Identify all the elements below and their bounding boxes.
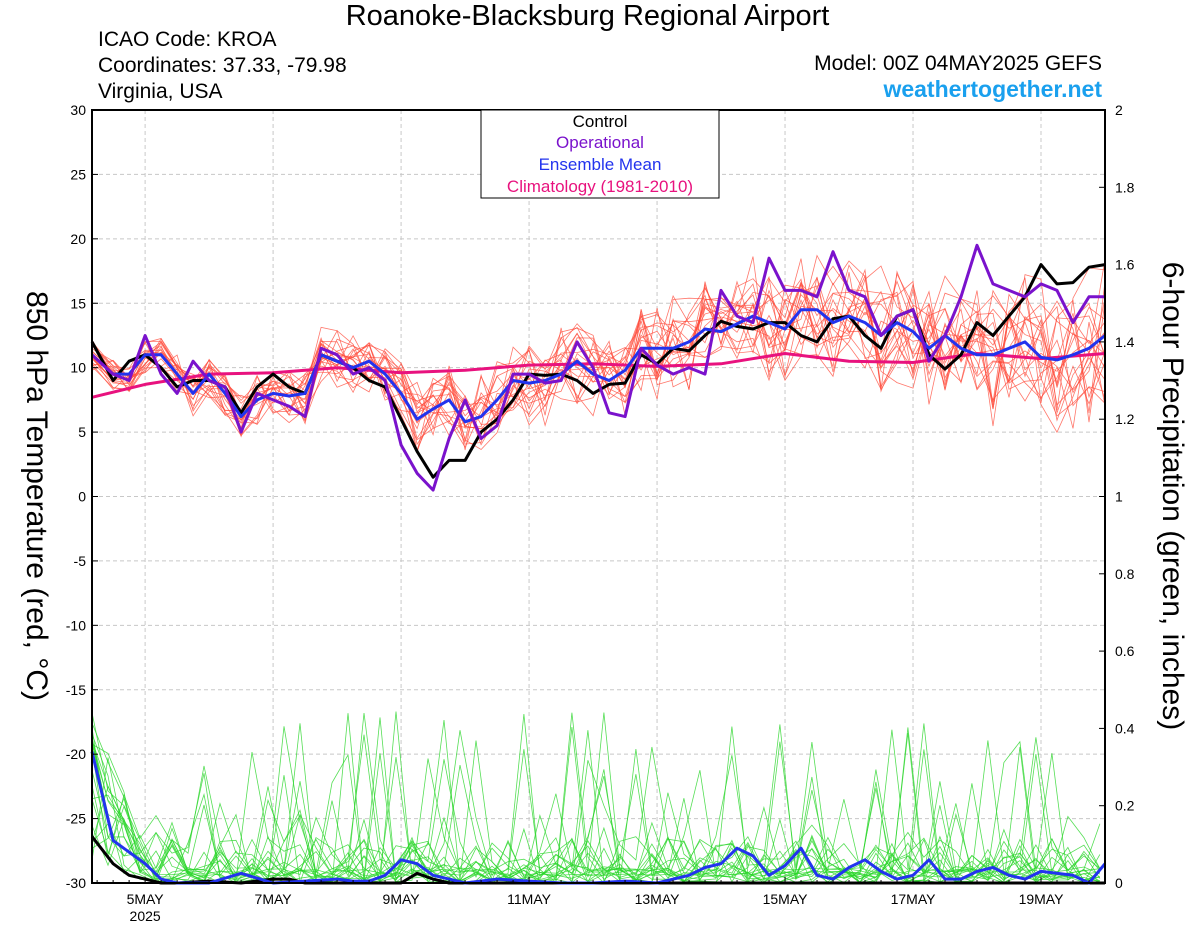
x-tick-label: 17MAY [891,891,937,907]
y2-tick-label: 1.2 [1115,411,1135,427]
ensemble-members [91,254,1106,885]
x-tick-year-label: 2025 [130,908,161,924]
y2-tick-label: 0.8 [1115,566,1135,582]
temp-member-line [91,270,1106,430]
right-axis-ticks: 2 1.8 1.6 1.4 1.2 1 0.8 0.6 0.4 0.2 0 [1099,102,1135,891]
y-tick-label: -30 [66,875,86,891]
operational-temp-line [90,243,1105,492]
y-tick-label: 20 [70,231,86,247]
y2-tick-label: 0 [1115,875,1123,891]
coordinates: Coordinates: 37.33, -79.98 [98,54,347,77]
site-name: weathertogether.net [883,76,1102,102]
x-tick-label: 7MAY [255,891,293,907]
precip-member-line [91,711,1101,884]
x-tick-label: 15MAY [763,891,809,907]
series-lines [90,243,1107,885]
legend-ensemble-mean: Ensemble Mean [539,155,662,174]
y2-tick-label: 0.2 [1115,798,1135,814]
y-axis-title: 850 hPa Temperature (red, °C) [20,291,53,701]
icao-code: ICAO Code: KROA [98,28,277,51]
legend-box [480,109,720,199]
precip-member-line [91,712,1100,884]
y2-tick-label: 1.4 [1115,334,1135,350]
precip-member-line [91,717,1101,884]
x-tick-label: 9MAY [383,891,421,907]
y-tick-label: 10 [70,360,86,376]
x-tick-label: 13MAY [635,891,681,907]
left-axis-ticks: 30 25 20 15 10 5 0 -5 -10 -15 -20 -25 -30 [66,102,98,891]
y-tick-label: -25 [66,811,86,827]
model-run: Model: 00Z 04MAY2025 GEFS [814,52,1102,75]
y-tick-label: -15 [66,682,86,698]
y2-tick-label: 1 [1115,489,1123,505]
y-tick-label: -10 [66,617,86,633]
y-tick-label: 25 [70,166,86,182]
precip-member-line [91,723,1101,884]
y2-tick-label: 1.6 [1115,257,1135,273]
precip-member-line [91,713,1100,883]
y-tick-label: 30 [70,102,86,118]
precip-member-line [91,734,1100,884]
y-tick-label: 15 [70,295,86,311]
legend-climatology: Climatology (1981-2010) [507,177,693,196]
precip-member-line [91,712,1101,883]
y2-tick-label: 1.8 [1115,179,1135,195]
x-tick-label: 19MAY [1019,891,1065,907]
region: Virginia, USA [98,80,223,103]
y2-tick-label: 2 [1115,102,1123,118]
y2-axis-title: 6-hour Precipitation (green, inches) [1156,262,1189,731]
y-tick-label: -5 [74,553,87,569]
legend-control: Control [573,112,628,131]
y2-tick-label: 0.4 [1115,720,1135,736]
y-tick-label: 0 [78,489,86,505]
legend-operational: Operational [556,133,644,152]
temp-member-line [91,283,1106,418]
precip-member-line [91,746,1101,884]
ensemble-mean-temp-line [90,308,1106,424]
y-tick-label: -20 [66,746,86,762]
temp-member-line [91,265,1106,430]
x-tick-label: 5MAY [127,891,165,907]
y2-tick-label: 0.6 [1115,643,1135,659]
x-tick-label: 11MAY [507,891,551,907]
y-tick-label: 5 [78,424,86,440]
temp-member-line [91,294,1106,422]
legend: Control Operational Ensemble Mean Climat… [480,109,720,199]
precip-member-line [91,712,1101,884]
chart-title: Roanoke-Blacksburg Regional Airport [345,0,830,32]
